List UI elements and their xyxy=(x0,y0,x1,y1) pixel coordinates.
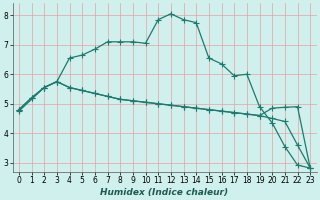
X-axis label: Humidex (Indice chaleur): Humidex (Indice chaleur) xyxy=(100,188,228,197)
